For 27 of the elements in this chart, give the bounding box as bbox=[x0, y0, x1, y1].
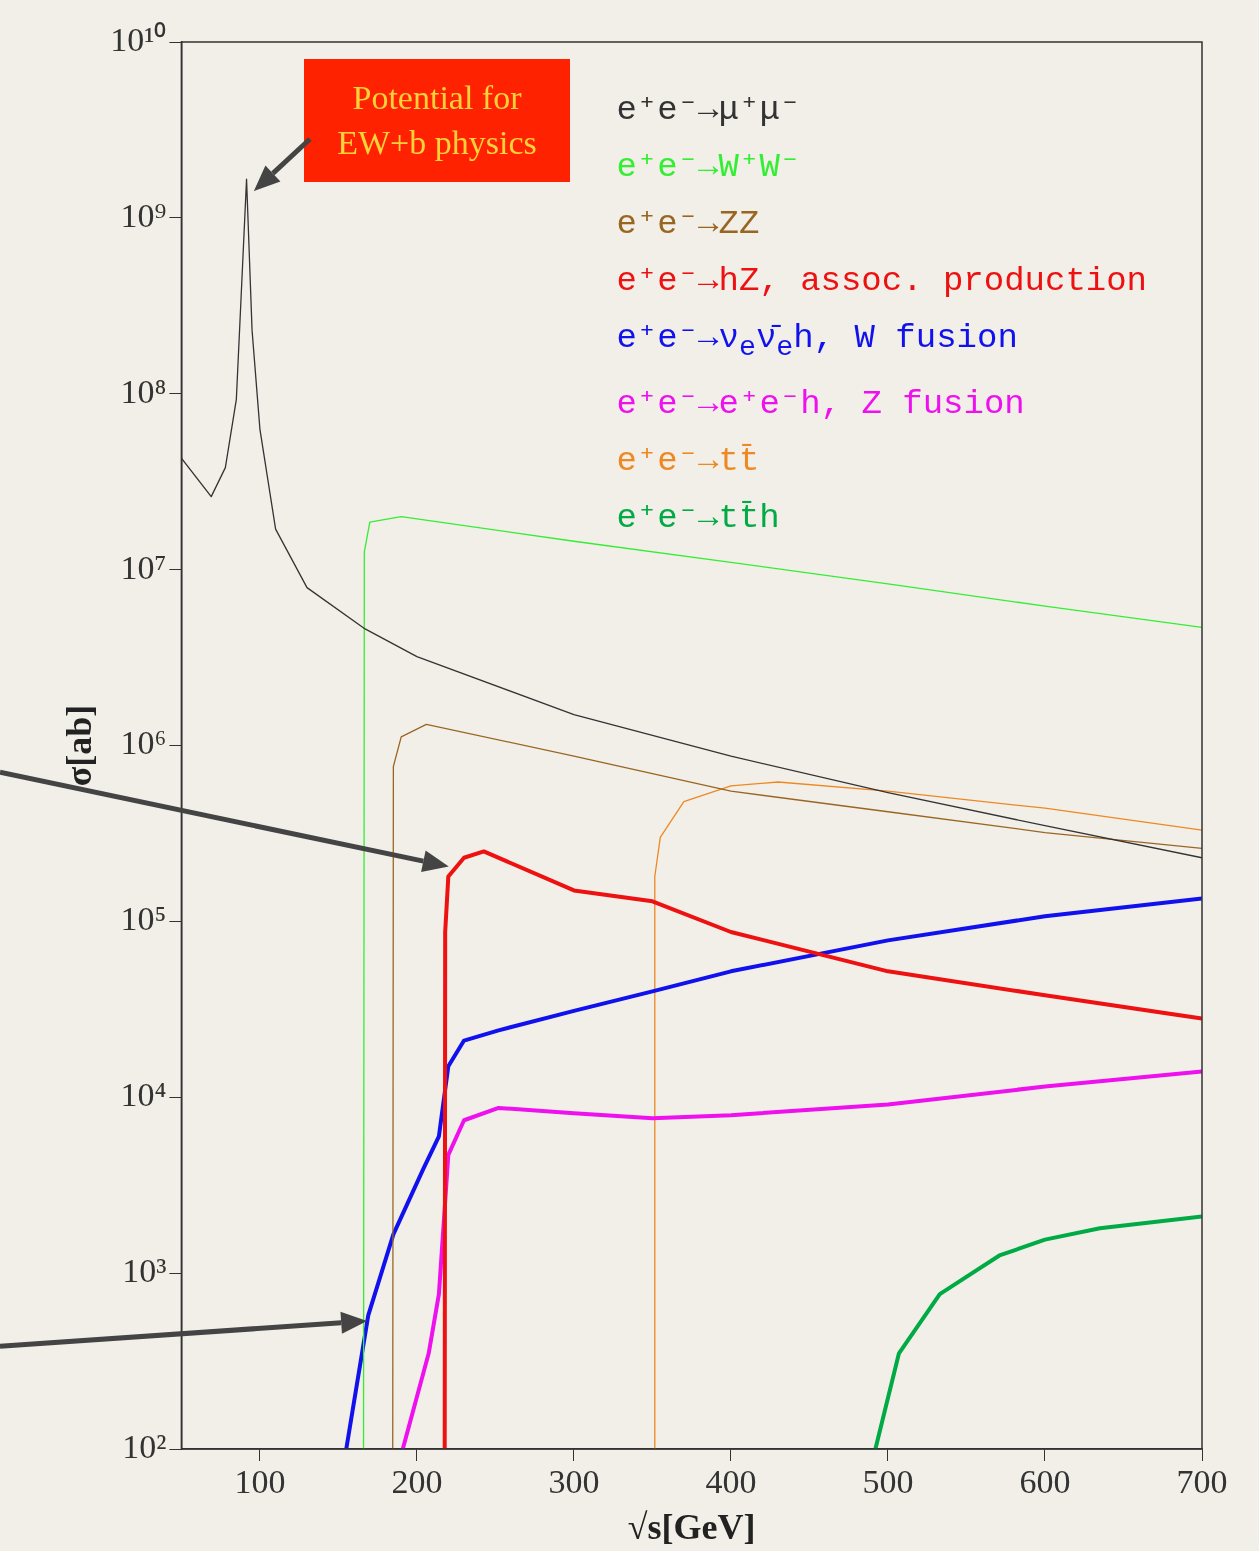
text: e⁺e⁻→ν$_{e}$ν̄$_{e}$h, W fusion bbox=[616, 318, 1019, 366]
text: e⁺e⁻→tt̄h bbox=[616, 497, 781, 539]
x-tick-label: 700 bbox=[1176, 1463, 1228, 1501]
text: e⁺e⁻→W⁺W⁻ bbox=[616, 147, 802, 188]
y-tick-label: 10⁴ bbox=[120, 1076, 167, 1114]
text: e⁺e⁻→μ⁺μ⁻ bbox=[616, 90, 802, 131]
text: e⁺e⁻→ZZ bbox=[616, 204, 761, 245]
x-tick-label: 300 bbox=[548, 1463, 600, 1501]
y-tick-label: 10⁹ bbox=[120, 196, 167, 234]
y-tick-label: 10⁶ bbox=[120, 724, 167, 762]
x-axis-title: √s[GeV] bbox=[627, 1506, 756, 1547]
y-tick-label: 10⁸ bbox=[120, 372, 167, 410]
y-tick-label: 10² bbox=[122, 1427, 167, 1465]
x-tick-label: 200 bbox=[391, 1463, 443, 1501]
text: e⁺e⁻→hZ, assoc. production bbox=[616, 261, 1147, 302]
y-tick-label: 10³ bbox=[122, 1252, 167, 1290]
y-tick-label: 10¹⁰ bbox=[110, 20, 167, 58]
y-tick-label: 10⁷ bbox=[120, 548, 167, 586]
y-axis-title: σ[ab] bbox=[58, 704, 99, 787]
x-tick-label: 100 bbox=[234, 1463, 286, 1501]
text: e⁺e⁻→tt̄ bbox=[616, 440, 761, 482]
text: e⁺e⁻→e⁺e⁻h, Z fusion bbox=[616, 383, 1026, 425]
x-tick-label: 500 bbox=[862, 1463, 914, 1501]
annotation: Potential for EW+b physics bbox=[304, 59, 570, 182]
x-tick-label: 600 bbox=[1019, 1463, 1071, 1501]
y-tick-label: 10⁵ bbox=[120, 900, 167, 938]
x-tick-label: 400 bbox=[705, 1463, 757, 1501]
